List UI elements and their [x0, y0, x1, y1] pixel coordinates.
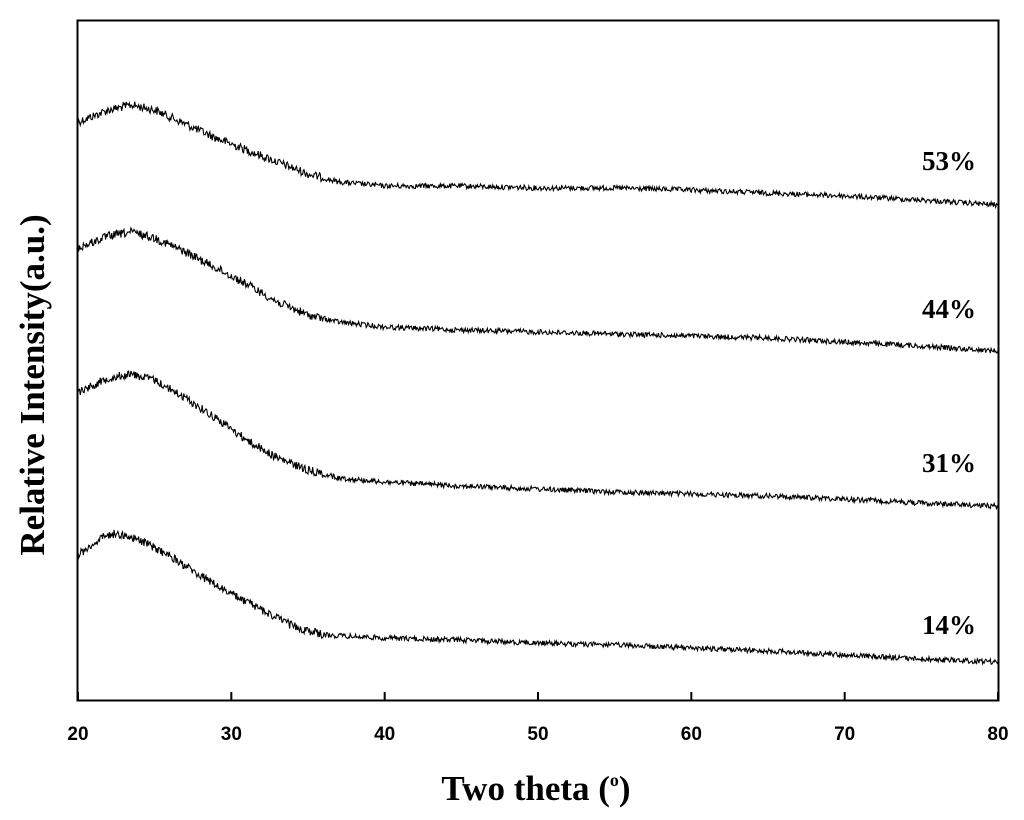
x-axis-title: Two theta (o)	[441, 769, 630, 808]
series-line	[77, 101, 999, 210]
series-labels: 53% 44% 31% 14%	[922, 146, 976, 640]
x-tick-label: 50	[527, 724, 548, 745]
x-axis-title-close: )	[619, 769, 631, 808]
x-tick-label: 20	[67, 724, 88, 745]
series-lines	[77, 101, 999, 666]
series-label: 14%	[922, 610, 976, 640]
x-tick-label: 40	[374, 724, 395, 745]
series-label: 44%	[922, 294, 976, 324]
x-tick-label: 60	[681, 724, 702, 745]
x-axis-title-degree: o	[610, 770, 619, 790]
series-label: 53%	[922, 146, 976, 176]
series-line	[77, 226, 999, 354]
x-tick-label: 30	[221, 724, 242, 745]
series-label: 31%	[922, 448, 976, 478]
plot-frame	[76, 19, 1000, 702]
x-tick-label: 70	[834, 724, 855, 745]
x-axis-ticks: 20 30 40 50 60 70 80	[67, 692, 1009, 745]
x-axis-title-main: Two theta (	[441, 769, 610, 808]
series-line	[77, 370, 999, 511]
y-axis-title: Relative Intensity(a.u.)	[13, 214, 52, 555]
series-line	[77, 529, 999, 666]
x-tick-label: 80	[987, 724, 1008, 745]
